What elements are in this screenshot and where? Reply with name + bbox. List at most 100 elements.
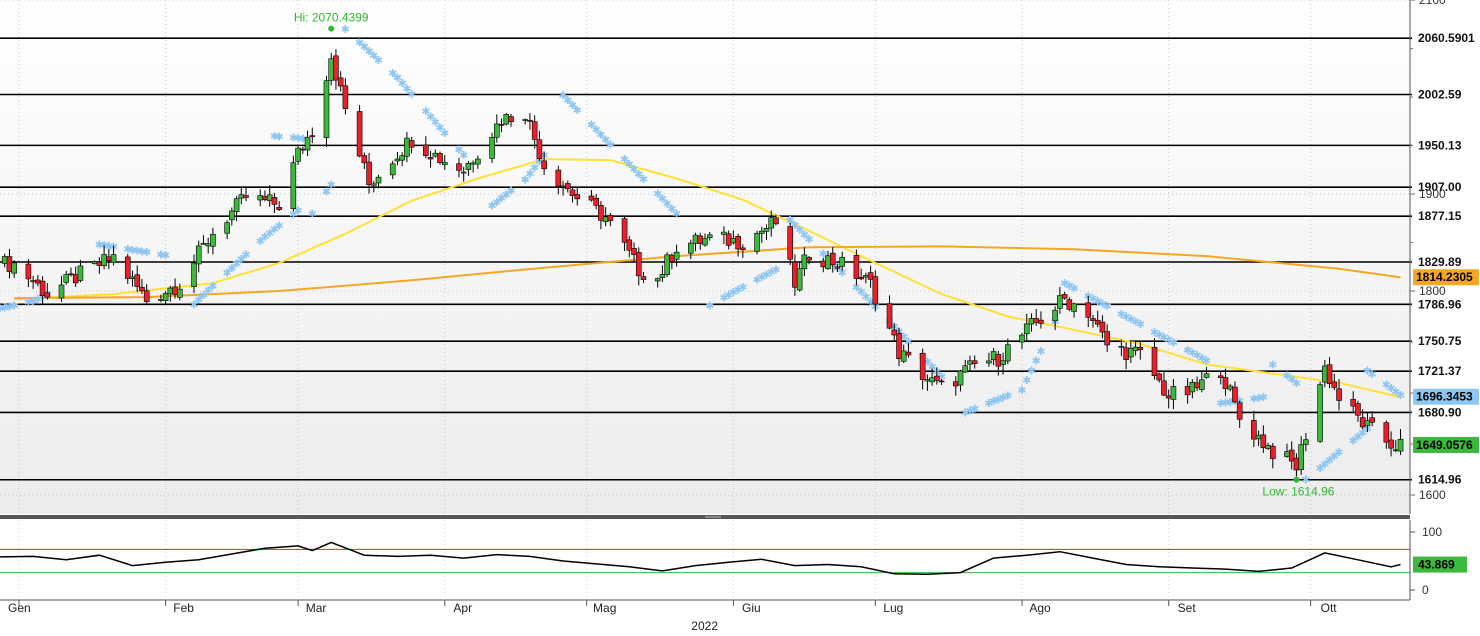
candle-body xyxy=(167,287,174,295)
candle-body xyxy=(1227,385,1234,390)
price-badge xyxy=(1413,436,1479,453)
sar-marker: ✱ xyxy=(1126,313,1135,326)
candle-body xyxy=(673,251,680,260)
price-badge-label: 1814.2305 xyxy=(1416,270,1473,284)
candle-body xyxy=(801,254,808,270)
sar-marker: ✱ xyxy=(795,224,804,237)
candle-body xyxy=(957,370,964,386)
x-axis-month-label: Feb xyxy=(173,601,194,615)
candle-body xyxy=(952,381,959,387)
sar-marker: ✱ xyxy=(1027,364,1036,377)
candle-body xyxy=(867,272,874,280)
candle-body xyxy=(408,140,415,148)
candle-body xyxy=(475,158,481,165)
candle-body xyxy=(309,135,316,137)
candle-body xyxy=(659,274,666,278)
candle-body xyxy=(72,274,79,284)
sar-marker: ✱ xyxy=(620,153,629,166)
sar-marker: ✱ xyxy=(161,249,170,262)
sar-marker: ✱ xyxy=(369,50,378,63)
candle-body xyxy=(323,80,330,139)
sar-marker: ✱ xyxy=(506,185,515,198)
candle-body xyxy=(640,276,647,280)
candle-body xyxy=(900,350,907,362)
x-axis-month-label: Giu xyxy=(742,601,761,615)
x-axis-month-label: Mag xyxy=(593,601,616,615)
candle-body xyxy=(1071,303,1077,312)
sar-marker: ✱ xyxy=(393,72,402,85)
sar-marker: ✱ xyxy=(137,245,146,258)
candle-body xyxy=(30,280,36,283)
sar-marker: ✱ xyxy=(5,300,14,313)
candle-body xyxy=(176,288,183,298)
sar-marker: ✱ xyxy=(563,94,572,107)
sar-marker: ✱ xyxy=(502,188,511,201)
candle-body xyxy=(1326,364,1333,384)
sar-marker: ✱ xyxy=(1216,397,1225,410)
indicator-badge xyxy=(1413,556,1467,573)
candle-body xyxy=(423,144,429,156)
candle-body xyxy=(129,276,136,280)
sar-marker: ✱ xyxy=(1325,454,1334,467)
candle-body xyxy=(697,235,704,244)
sar-marker: ✱ xyxy=(29,295,38,308)
sar-marker: ✱ xyxy=(402,83,411,96)
candle-body xyxy=(919,352,926,380)
candle-body xyxy=(1061,294,1068,299)
candle-body xyxy=(229,210,235,221)
sar-marker: ✱ xyxy=(1334,446,1343,459)
price-level-label-bg xyxy=(1412,363,1478,380)
sar-marker: ✱ xyxy=(1183,344,1192,357)
sar-marker: ✱ xyxy=(1065,280,1074,293)
candle-body xyxy=(172,286,178,295)
candle-body xyxy=(1085,302,1092,318)
candle-body xyxy=(758,230,765,234)
candle-body xyxy=(886,303,893,329)
sar-marker: ✱ xyxy=(634,168,643,181)
candle-body xyxy=(257,195,264,201)
sar-marker: ✱ xyxy=(994,393,1003,406)
sar-marker: ✱ xyxy=(724,289,733,302)
sar-marker: ✱ xyxy=(757,271,766,284)
candle-body xyxy=(1293,457,1300,471)
sar-marker: ✱ xyxy=(1060,277,1069,290)
candle-body xyxy=(635,252,642,277)
candle-body xyxy=(1066,299,1073,310)
candle-body xyxy=(191,262,197,287)
candle-body xyxy=(110,254,117,263)
sar-marker: ✱ xyxy=(1103,300,1112,313)
candle-body xyxy=(621,218,628,243)
candle-body xyxy=(721,231,727,235)
candle-body xyxy=(456,163,462,171)
candle-body xyxy=(427,157,434,160)
candle-body xyxy=(631,248,637,256)
sar-marker: ✱ xyxy=(388,67,397,80)
candle-body xyxy=(1118,345,1125,348)
candle-body xyxy=(271,197,278,205)
sar-marker: ✱ xyxy=(1358,427,1367,440)
sar-marker: ✱ xyxy=(1363,365,1372,378)
sar-marker: ✱ xyxy=(852,281,861,294)
sar-marker: ✱ xyxy=(360,41,369,54)
candle-body xyxy=(1251,420,1257,440)
candle-body xyxy=(896,333,902,360)
candle-body xyxy=(1303,439,1309,445)
candle-body xyxy=(399,155,405,161)
x-axis-month-label: Lug xyxy=(883,601,903,615)
candle-body xyxy=(1028,318,1035,325)
sar-marker: ✱ xyxy=(1315,462,1324,475)
candle-body xyxy=(773,217,779,225)
price-level-label-bg xyxy=(1412,86,1478,103)
candle-body xyxy=(555,169,562,187)
candle-body xyxy=(768,217,775,229)
sar-marker: ✱ xyxy=(629,163,638,176)
sar-marker: ✱ xyxy=(1155,329,1164,342)
sar-marker: ✱ xyxy=(663,198,672,211)
candle-body xyxy=(437,153,443,163)
sar-marker: ✱ xyxy=(293,204,302,217)
candle-body xyxy=(494,123,500,138)
sar-marker: ✱ xyxy=(653,188,662,201)
candle-body xyxy=(725,233,732,246)
candle-body xyxy=(820,260,827,268)
sar-marker: ✱ xyxy=(440,127,449,140)
